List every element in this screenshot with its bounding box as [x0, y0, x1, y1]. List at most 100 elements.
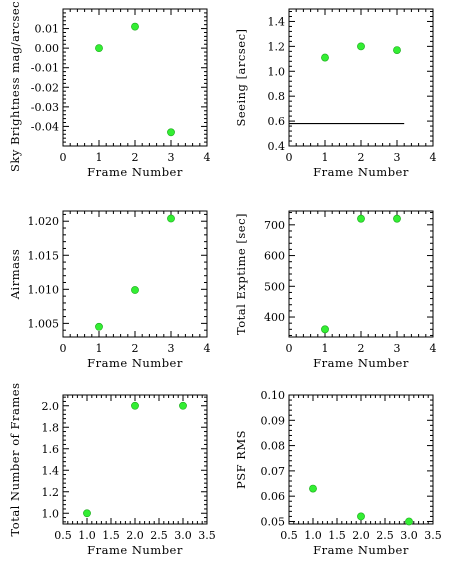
y-tick-label: 1.2 — [268, 40, 286, 53]
y-axis-label: Airmass — [8, 249, 22, 301]
x-tick-label: 4 — [430, 151, 437, 164]
y-tick-label: 0.4 — [268, 140, 286, 153]
chart-panel-5: 0.5 1.0 1.5 2.0 2.5 3.0 3.51.01.21.41.61.82.0F… — [8, 383, 216, 558]
y-tick-label: 0.08 — [261, 440, 286, 453]
data-point — [357, 214, 365, 223]
x-tick-label: 1.5 — [102, 529, 120, 542]
data-point — [179, 401, 187, 410]
y-tick-label: 0.6 — [268, 115, 286, 128]
data-point — [393, 46, 401, 54]
y-tick-label: 2.0 — [42, 400, 60, 413]
x-tick-label: 2.0 — [126, 529, 144, 542]
y-tick-label: -0.03 — [31, 101, 59, 114]
data-point — [357, 512, 365, 521]
y-tick-label: 0.09 — [261, 414, 286, 427]
y-tick-label: 1.015 — [28, 249, 60, 262]
y-axis-label: Sky Brightness mag/arcsec~2 — [8, 0, 22, 172]
x-axis-label: Frame Number — [313, 165, 409, 179]
x-tick-label: 1 — [322, 342, 329, 355]
plot-frame — [62, 394, 208, 525]
y-tick-label: 1.0 — [42, 507, 60, 520]
data-point — [131, 22, 139, 31]
x-tick-label: 3 — [394, 151, 401, 164]
y-tick-label: 400 — [264, 311, 285, 324]
data-point — [95, 44, 103, 53]
x-tick-label: 1.5 — [328, 529, 346, 542]
data-point — [357, 42, 365, 51]
y-axis-label: Total Number of Frames — [8, 383, 22, 537]
x-tick-label: 3 — [168, 151, 175, 164]
x-tick-label: 0 — [60, 342, 67, 355]
x-axis-label: Frame Number — [313, 356, 409, 370]
chart-panel-1: 0 1 2 3 4 0.01 0.00 -0.01 -0.02 -0.03 -0.04 Frame N… — [8, 0, 211, 179]
plot-frame — [288, 394, 434, 525]
plot-frame — [62, 210, 208, 338]
data-point — [167, 214, 175, 223]
chart-panel-6: 0.5 1.0 1.5 2.0 2.5 3.0 3.5 0.05 0.06 0.07 0.08 0.0… — [234, 389, 442, 557]
y-tick-label: 0.00 — [35, 42, 60, 55]
plot-frame — [288, 210, 434, 338]
x-axis-label: Frame Number — [87, 356, 183, 370]
y-tick-label: 0.8 — [268, 90, 286, 103]
y-axis-label: PSF RMS — [234, 430, 248, 489]
data-point — [95, 322, 103, 331]
x-tick-label: 0 — [286, 151, 293, 164]
x-tick-label: 4 — [204, 342, 211, 355]
y-axis-label: Seeing [arcsec] — [234, 28, 248, 126]
chart-panel-3: 0 1 2 3 4 1.005 1.010 1.015 1.020 Frame Number Air… — [8, 210, 211, 370]
x-tick-label: 3.5 — [198, 529, 216, 542]
x-tick-label: 1.0 — [304, 529, 322, 542]
y-tick-label: 0.07 — [261, 465, 286, 478]
y-tick-label: 1.4 — [42, 464, 60, 477]
x-axis-label: Frame Number — [87, 165, 183, 179]
x-tick-label: 1 — [96, 151, 103, 164]
plot-frame — [288, 8, 434, 147]
y-tick-label: 700 — [264, 219, 285, 232]
data-point — [405, 517, 413, 526]
y-tick-label: 500 — [264, 280, 285, 293]
x-tick-label: 4 — [204, 151, 211, 164]
y-tick-label: 0.06 — [261, 490, 286, 503]
data-point — [321, 325, 329, 334]
x-tick-label: 1 — [322, 151, 329, 164]
x-tick-label: 2.5 — [150, 529, 168, 542]
x-tick-label: 0.5 — [54, 529, 72, 542]
x-tick-label: 1 — [96, 342, 103, 355]
y-tick-label: 1.4 — [268, 15, 286, 28]
data-point — [321, 53, 329, 62]
x-tick-label: 2.5 — [376, 529, 394, 542]
y-tick-label: 1.0 — [268, 65, 286, 78]
x-tick-label: 3.5 — [424, 529, 442, 542]
data-point — [131, 401, 139, 410]
data-point — [167, 128, 175, 137]
x-tick-label: 4 — [430, 342, 437, 355]
y-tick-label: 1.8 — [42, 421, 60, 434]
x-tick-label: 3.0 — [174, 529, 192, 542]
y-tick-label: 600 — [264, 250, 285, 263]
y-tick-label: -0.01 — [31, 62, 59, 75]
data-point — [393, 214, 401, 223]
x-tick-label: 2 — [132, 151, 139, 164]
x-tick-label: 2 — [358, 151, 365, 164]
x-tick-label: 3.0 — [400, 529, 418, 542]
y-tick-label: 1.005 — [28, 317, 60, 330]
data-point — [131, 286, 139, 294]
x-axis-label: Frame Number — [313, 543, 409, 557]
x-tick-label: 2 — [358, 342, 365, 355]
y-tick-label: 1.2 — [42, 486, 60, 499]
y-tick-label: -0.04 — [31, 120, 59, 133]
x-tick-label: 2.0 — [352, 529, 370, 542]
x-tick-label: 0.5 — [280, 529, 298, 542]
x-tick-label: 3 — [394, 342, 401, 355]
x-tick-label: 1.0 — [78, 529, 96, 542]
y-tick-label: 0.10 — [261, 389, 286, 402]
data-point — [83, 509, 91, 518]
y-axis-label: Total Exptime [sec] — [234, 213, 248, 335]
y-tick-label: 0.05 — [261, 515, 286, 528]
y-tick-label: -0.02 — [31, 81, 59, 94]
x-tick-label: 0 — [286, 342, 293, 355]
chart-panel-4: 0 1 2 3 4 400 500 600 700 Frame Number Total Expti… — [234, 210, 437, 370]
y-tick-label: 1.010 — [28, 283, 60, 296]
y-tick-label: 1.020 — [28, 215, 60, 228]
